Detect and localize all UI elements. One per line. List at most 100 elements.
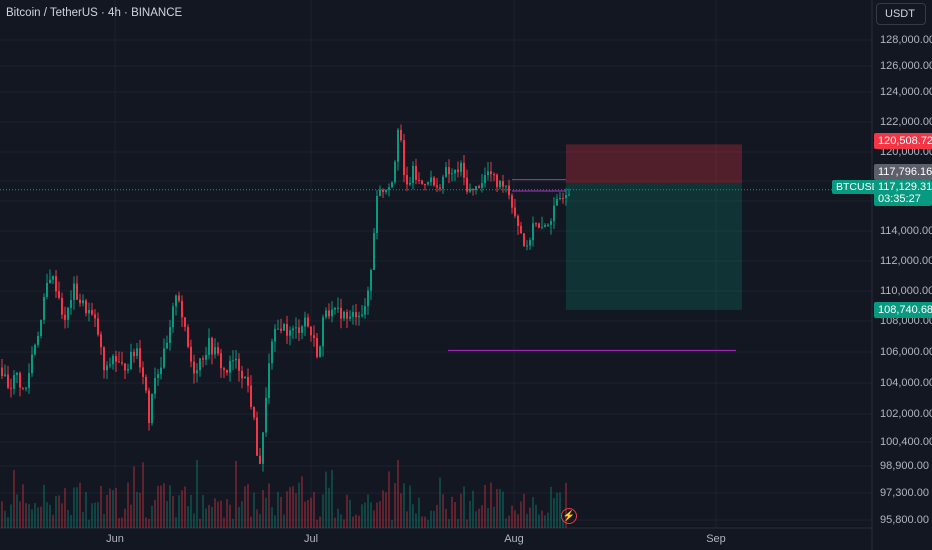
candle-body bbox=[286, 324, 288, 336]
volume-bar bbox=[418, 497, 420, 528]
candle-body bbox=[91, 310, 93, 315]
volume-bar bbox=[1, 501, 3, 528]
volume-bar bbox=[97, 502, 99, 528]
price-tick-label: 100,400.00 bbox=[880, 436, 932, 448]
candle-body bbox=[292, 328, 294, 331]
candle-body bbox=[208, 337, 210, 355]
candle-body bbox=[67, 307, 69, 320]
volume-bar bbox=[550, 486, 552, 528]
volume-bar bbox=[430, 510, 432, 528]
candle-body bbox=[118, 361, 120, 363]
volume-bar bbox=[193, 513, 195, 528]
price-tick-label: 114,000.00 bbox=[880, 225, 932, 237]
candle-body bbox=[202, 358, 204, 360]
candle-body bbox=[169, 327, 171, 343]
candle-body bbox=[115, 355, 117, 362]
volume-bar bbox=[208, 504, 210, 528]
volume-bar bbox=[85, 491, 87, 528]
volume-bar bbox=[223, 517, 225, 528]
candle-body bbox=[106, 365, 108, 371]
volume-bar bbox=[115, 487, 117, 528]
volume-bar bbox=[463, 486, 465, 528]
volume-bar bbox=[397, 459, 399, 528]
candle-body bbox=[493, 174, 495, 176]
volume-bar bbox=[541, 510, 543, 528]
volume-bar bbox=[232, 518, 234, 528]
candle-body bbox=[265, 397, 267, 433]
volume-bar bbox=[394, 482, 396, 528]
volume-bar bbox=[274, 515, 276, 528]
price-tick-label: 124,000.00 bbox=[880, 86, 932, 98]
volume-bar bbox=[436, 504, 438, 528]
volume-bar bbox=[217, 501, 219, 528]
candle-body bbox=[154, 378, 156, 394]
volume-bar bbox=[439, 477, 441, 528]
candle-body bbox=[214, 347, 216, 355]
volume-bar bbox=[130, 504, 132, 528]
volume-bar bbox=[409, 485, 411, 528]
volume-bar bbox=[10, 504, 12, 528]
volume-bar bbox=[82, 511, 84, 528]
volume-bar bbox=[286, 491, 288, 528]
price-tick-label: 97,300.00 bbox=[880, 487, 929, 499]
volume-bar bbox=[109, 488, 111, 528]
volume-bar bbox=[211, 506, 213, 528]
chart-title: Bitcoin / TetherUS · 4h · BINANCE bbox=[6, 7, 183, 19]
candle-body bbox=[175, 295, 177, 307]
candle-body bbox=[406, 175, 408, 185]
volume-bar bbox=[421, 516, 423, 528]
candle-body bbox=[163, 348, 165, 368]
price-tick-label: 102,000.00 bbox=[880, 408, 932, 420]
candle-body bbox=[526, 245, 528, 247]
volume-bar bbox=[325, 471, 327, 528]
volume-bar bbox=[388, 471, 390, 528]
candle-body bbox=[439, 187, 441, 189]
candle-body bbox=[196, 370, 198, 374]
candle-body bbox=[76, 283, 78, 300]
volume-bar bbox=[304, 501, 306, 528]
candle-body bbox=[478, 186, 480, 188]
candle-body bbox=[136, 348, 138, 357]
candle-body bbox=[19, 372, 21, 388]
volume-bar bbox=[169, 485, 171, 528]
candle-body bbox=[472, 188, 474, 191]
candle-body bbox=[22, 387, 24, 389]
volume-bar bbox=[73, 487, 75, 528]
volume-bar bbox=[460, 493, 462, 528]
volume-bar bbox=[298, 482, 300, 528]
candle-body bbox=[322, 317, 324, 347]
candle-body bbox=[4, 374, 6, 376]
candle-body bbox=[409, 182, 411, 185]
volume-bar bbox=[556, 492, 558, 528]
volume-bar bbox=[259, 513, 261, 528]
volume-bar bbox=[88, 519, 90, 528]
candle-body bbox=[433, 177, 435, 186]
volume-bar bbox=[127, 482, 129, 528]
volume-bar bbox=[256, 509, 258, 528]
volume-bar bbox=[37, 507, 39, 528]
candle-body bbox=[13, 375, 15, 389]
volume-bar bbox=[445, 508, 447, 528]
candle-body bbox=[391, 182, 393, 188]
lightning-alert-icon[interactable]: ⚡ bbox=[561, 508, 577, 524]
candle-body bbox=[25, 387, 27, 389]
candle-body bbox=[280, 328, 282, 331]
candle-body bbox=[304, 317, 306, 327]
candle-body bbox=[508, 185, 510, 196]
candle-body bbox=[139, 348, 141, 368]
volume-bar bbox=[415, 513, 417, 528]
volume-bar bbox=[520, 501, 522, 528]
currency-selector-button[interactable]: USDT bbox=[876, 3, 926, 25]
candle-body bbox=[262, 432, 264, 464]
volume-bar bbox=[529, 507, 531, 528]
volume-bar bbox=[148, 518, 150, 528]
candle-body bbox=[145, 376, 147, 391]
candle-body bbox=[256, 417, 258, 456]
candle-body bbox=[124, 363, 126, 371]
volume-bar bbox=[79, 482, 81, 528]
candle-body bbox=[46, 282, 48, 297]
candle-body bbox=[271, 341, 273, 364]
volume-bar bbox=[469, 500, 471, 528]
candle-body bbox=[451, 173, 453, 175]
